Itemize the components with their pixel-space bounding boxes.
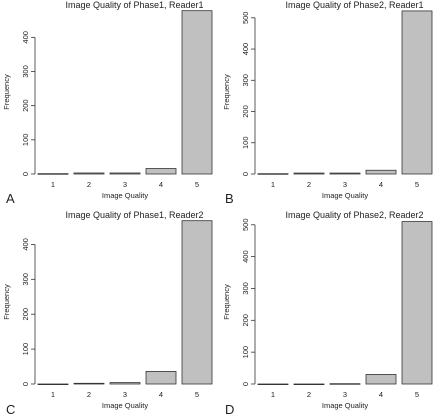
bar-quality-2: [293, 383, 325, 386]
y-tick-label: 100: [21, 134, 30, 147]
panel-letter: A: [6, 191, 15, 206]
bar-quality-1: [37, 173, 69, 175]
x-axis-label: Image Quality: [102, 401, 149, 410]
bar-quality-3: [109, 382, 141, 385]
bar-quality-4: [145, 371, 177, 385]
bar-quality-2: [293, 172, 325, 175]
y-axis-label: Frequency: [2, 284, 11, 320]
y-tick-label: 400: [21, 238, 30, 251]
x-tick-label: 2: [307, 180, 311, 189]
x-tick-label: 2: [87, 390, 91, 399]
y-tick-label: 100: [21, 343, 30, 356]
x-tick-label: 2: [87, 180, 91, 189]
y-tick-label: 400: [21, 31, 30, 44]
chart-title: Image Quality of Phase2, Reader2: [285, 210, 423, 220]
y-tick-label: 400: [241, 250, 250, 263]
bar-quality-5: [401, 221, 433, 385]
bar-quality-2: [73, 172, 105, 175]
chart-title: Image Quality of Phase1, Reader1: [65, 0, 203, 10]
bar-quality-1: [257, 383, 289, 386]
y-tick-label: 0: [21, 382, 30, 386]
panel-letter: B: [225, 191, 234, 206]
bar-quality-1: [257, 173, 289, 175]
y-tick-label: 200: [21, 308, 30, 321]
chart-panel-a: Image Quality of Phase1, Reader1 0 100 200 3…: [2, 0, 213, 200]
x-tick-label: 1: [51, 180, 55, 189]
y-tick-label: 300: [241, 282, 250, 295]
bar-quality-4: [365, 169, 397, 175]
y-tick-label: 200: [241, 105, 250, 118]
x-tick-label: 1: [271, 390, 275, 399]
x-tick-label: 5: [415, 180, 419, 189]
y-tick-label: 0: [241, 382, 250, 386]
bar-quality-3: [329, 383, 361, 385]
x-tick-label: 1: [51, 390, 55, 399]
y-tick-label: 500: [241, 219, 250, 232]
chart-title: Image Quality of Phase1, Reader2: [65, 210, 203, 220]
x-tick-label: 1: [271, 180, 275, 189]
y-tick-label: 300: [21, 273, 30, 286]
y-tick-label: 0: [241, 172, 250, 176]
y-tick-label: 100: [241, 137, 250, 150]
x-axis-label: Image Quality: [322, 191, 369, 200]
y-tick-label: 300: [21, 65, 30, 78]
y-tick-label: 100: [241, 346, 250, 359]
panel-letter: C: [6, 402, 15, 417]
bar-quality-5: [401, 10, 433, 175]
x-axis-label: Image Quality: [322, 401, 369, 410]
x-tick-label: 5: [195, 390, 199, 399]
x-tick-label: 2: [307, 390, 311, 399]
bar-quality-5: [181, 10, 213, 175]
y-axis-label: Frequency: [222, 74, 231, 110]
x-tick-label: 4: [159, 180, 163, 189]
x-tick-label: 5: [195, 180, 199, 189]
bar-quality-4: [365, 374, 397, 385]
x-tick-label: 3: [123, 180, 127, 189]
x-axis-label: Image Quality: [102, 191, 149, 200]
y-tick-label: 200: [21, 99, 30, 112]
y-axis-label: Frequency: [2, 74, 11, 110]
bar-quality-4: [145, 168, 177, 175]
chart-panel-c: Image Quality of Phase1, Reader2 0 100 200 3…: [2, 210, 213, 410]
x-tick-label: 3: [123, 390, 127, 399]
x-tick-label: 3: [343, 180, 347, 189]
y-axis-label: Frequency: [222, 284, 231, 320]
x-tick-label: 4: [159, 390, 163, 399]
chart-panel-b: Image Quality of Phase2, Reader1 0 100 200 3…: [222, 0, 433, 200]
y-tick-label: 300: [241, 74, 250, 87]
x-tick-label: 4: [379, 390, 383, 399]
x-tick-label: 3: [343, 390, 347, 399]
bar-quality-1: [37, 383, 69, 386]
y-tick-label: 0: [21, 172, 30, 176]
x-tick-label: 5: [415, 390, 419, 399]
x-tick-label: 4: [379, 180, 383, 189]
bar-quality-5: [181, 220, 213, 385]
y-tick-label: 200: [241, 314, 250, 327]
chart-title: Image Quality of Phase2, Reader1: [285, 0, 423, 10]
bar-quality-3: [329, 172, 361, 175]
chart-panel-d: Image Quality of Phase2, Reader2 0 100 200 3…: [222, 210, 433, 410]
bar-quality-2: [73, 382, 105, 385]
panel-letter: D: [225, 402, 234, 417]
y-tick-label: 500: [241, 12, 250, 25]
y-tick-label: 400: [241, 43, 250, 56]
bar-quality-3: [109, 172, 141, 175]
